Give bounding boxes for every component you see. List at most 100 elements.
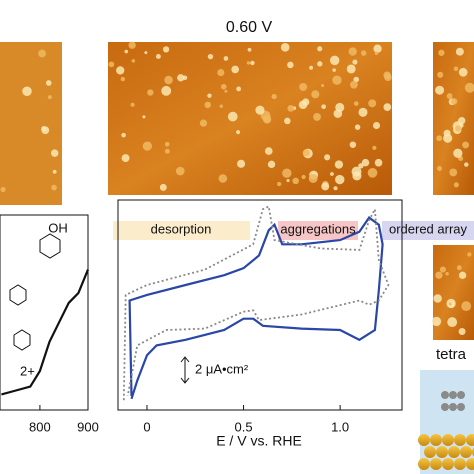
stm-feature bbox=[51, 184, 57, 191]
stm-feature bbox=[236, 130, 241, 135]
stm-feature bbox=[367, 168, 378, 178]
gold-atom bbox=[466, 458, 474, 470]
x-axis-label: E / V vs. RHE bbox=[216, 433, 302, 449]
stm-feature bbox=[236, 86, 242, 92]
stm-feature bbox=[41, 126, 50, 135]
region-box bbox=[113, 221, 250, 240]
stm-feature bbox=[284, 117, 291, 125]
stm-feature bbox=[302, 98, 310, 106]
stm-feature bbox=[207, 53, 214, 60]
stm-feature bbox=[0, 187, 6, 193]
stm-feature bbox=[38, 49, 46, 58]
data-line bbox=[128, 216, 384, 400]
stm-feature bbox=[461, 301, 472, 312]
stm-feature bbox=[142, 115, 146, 119]
stm-feature bbox=[445, 272, 449, 276]
stm-feature bbox=[374, 158, 383, 167]
stm-feature bbox=[435, 85, 445, 95]
stm-feature bbox=[22, 86, 32, 97]
stm-feature bbox=[142, 141, 152, 151]
stm-feature bbox=[447, 317, 458, 328]
stm-feature bbox=[458, 328, 466, 336]
stm-feature bbox=[449, 168, 458, 177]
gold-atom bbox=[436, 446, 448, 458]
stm-feature bbox=[164, 75, 173, 85]
stm-feature bbox=[443, 133, 453, 143]
region-label: aggregations bbox=[280, 221, 356, 236]
stm-feature bbox=[267, 160, 276, 169]
stm-feature bbox=[324, 154, 331, 161]
stm-feature bbox=[128, 41, 136, 49]
stm-feature bbox=[308, 173, 318, 183]
gold-atom bbox=[442, 458, 454, 470]
stm-feature bbox=[204, 101, 211, 109]
x-tick-label: 0 bbox=[143, 419, 150, 434]
stm-feature bbox=[332, 68, 336, 72]
stm-feature bbox=[448, 302, 452, 306]
stm-feature bbox=[372, 145, 377, 150]
stm-feature bbox=[354, 124, 361, 130]
stm-feature bbox=[358, 163, 364, 169]
stm-feature bbox=[255, 105, 265, 115]
stm-feature bbox=[317, 61, 323, 67]
molecule-atom bbox=[449, 391, 457, 399]
x-tick-label: 0.5 bbox=[235, 419, 253, 434]
stm-feature bbox=[124, 49, 129, 54]
stm-feature bbox=[309, 65, 314, 70]
stm-feature bbox=[335, 174, 345, 185]
stm-image bbox=[0, 42, 62, 205]
label: tetra bbox=[436, 346, 467, 363]
gold-atom bbox=[430, 434, 442, 446]
stm-feature bbox=[162, 46, 170, 53]
stm-feature bbox=[130, 102, 135, 107]
stm-feature bbox=[219, 104, 224, 108]
molecule-atom bbox=[441, 403, 449, 411]
stm-feature bbox=[246, 61, 251, 65]
stm-feature bbox=[453, 66, 459, 71]
molecule-atom bbox=[457, 403, 465, 411]
region-box bbox=[382, 221, 474, 240]
stm-feature bbox=[301, 174, 306, 180]
panel-frame bbox=[0, 214, 89, 411]
molecule-atom bbox=[441, 391, 449, 399]
stm-feature bbox=[227, 111, 238, 122]
stm-feature bbox=[458, 117, 466, 125]
atomic-model bbox=[418, 391, 474, 470]
stm-feature bbox=[237, 159, 246, 168]
molecule-sketch bbox=[9, 233, 61, 351]
stm-feature bbox=[311, 90, 320, 99]
stm-feature bbox=[353, 101, 359, 106]
stm-feature bbox=[247, 47, 252, 52]
data-line bbox=[122, 205, 390, 401]
stm-feature bbox=[155, 54, 161, 59]
stm-feature bbox=[277, 181, 282, 187]
stm-feature bbox=[349, 141, 357, 148]
stm-feature bbox=[438, 49, 445, 56]
stm-feature bbox=[199, 119, 208, 127]
stm-feature bbox=[332, 75, 342, 85]
stm-feature bbox=[446, 93, 453, 99]
x-tick-label: 900 bbox=[77, 419, 99, 434]
stm-feature bbox=[231, 65, 239, 74]
gold-atom bbox=[418, 458, 430, 470]
stm-feature bbox=[264, 147, 273, 155]
gold-atom bbox=[430, 458, 442, 470]
stm-feature bbox=[383, 71, 391, 79]
stm-feature bbox=[321, 182, 330, 191]
stm-feature bbox=[161, 85, 172, 96]
stm-feature bbox=[282, 168, 292, 178]
stm-feature bbox=[299, 82, 308, 91]
label: OH bbox=[48, 220, 68, 235]
stm-feature bbox=[435, 271, 443, 279]
gold-atom bbox=[454, 434, 466, 446]
stm-feature bbox=[455, 47, 464, 56]
stm-feature bbox=[464, 82, 474, 93]
stm-feature bbox=[207, 93, 212, 98]
stm-feature bbox=[439, 266, 446, 273]
stm-feature bbox=[50, 149, 59, 157]
region-box bbox=[278, 221, 358, 240]
stm-feature bbox=[271, 93, 277, 100]
data-line bbox=[1, 269, 90, 396]
stm-feature bbox=[217, 69, 225, 77]
stm-feature bbox=[175, 166, 185, 176]
